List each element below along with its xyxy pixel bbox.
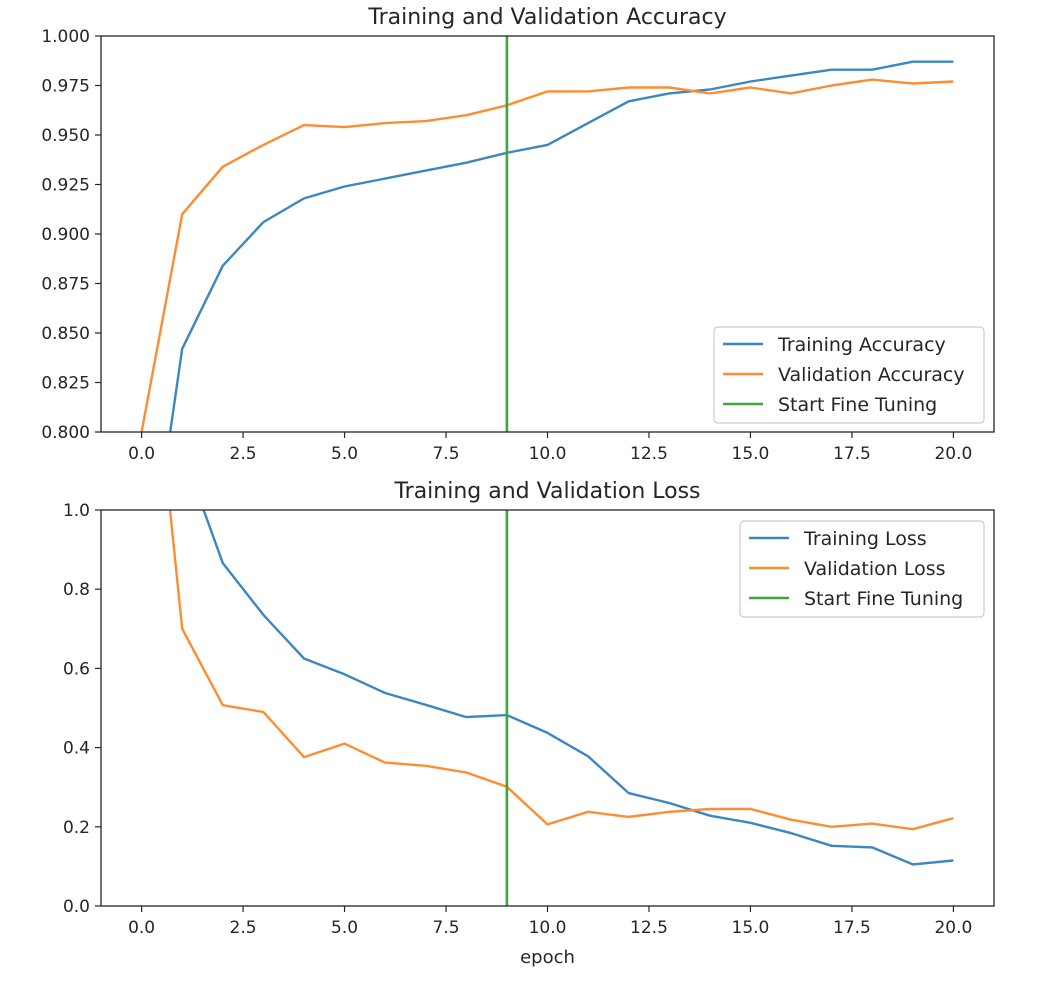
legend-entry-label: Start Fine Tuning bbox=[804, 588, 963, 610]
plot-area bbox=[168, 510, 954, 906]
x-tick-label: 2.5 bbox=[230, 918, 257, 938]
y-tick-label: 0.4 bbox=[63, 739, 90, 759]
x-axis-label: epoch bbox=[520, 947, 575, 968]
x-tick-label: 7.5 bbox=[432, 918, 459, 938]
x-tick-label: 17.5 bbox=[833, 444, 871, 464]
x-tick-label: 17.5 bbox=[833, 918, 871, 938]
x-tick-label: 10.0 bbox=[529, 918, 567, 938]
x-tick-label: 12.5 bbox=[630, 444, 668, 464]
legend-box bbox=[713, 326, 985, 424]
legend-entry-label: Training Loss bbox=[803, 528, 927, 550]
y-tick-label: 0.8 bbox=[63, 580, 90, 600]
x-tick-label: 20.0 bbox=[934, 918, 972, 938]
y-tick-label: 0.925 bbox=[41, 176, 90, 196]
y-tick-label: 0.875 bbox=[41, 275, 90, 295]
chart-title: Training and Validation Loss bbox=[393, 479, 700, 504]
x-tick-label: 7.5 bbox=[432, 444, 459, 464]
x-tick-label: 15.0 bbox=[732, 444, 770, 464]
y-tick-label: 0.975 bbox=[41, 77, 90, 97]
legend-entry-label: Validation Accuracy bbox=[778, 364, 965, 386]
legend-entry-label: Validation Loss bbox=[804, 558, 946, 580]
training-accuracy-line bbox=[168, 60, 954, 432]
y-tick-label: 0.950 bbox=[41, 126, 90, 146]
legend: Training Accuracy Validation Accuracy Star… bbox=[713, 326, 985, 424]
training-loss-line bbox=[202, 510, 954, 866]
accuracy-chart: Training and Validation Accuracy 0.0 2.5 5.… bbox=[41, 5, 995, 464]
x-tick-label: 12.5 bbox=[630, 918, 668, 938]
x-tick-label: 15.0 bbox=[732, 918, 770, 938]
y-tick-label: 0.825 bbox=[41, 374, 90, 394]
plot-area bbox=[140, 36, 954, 432]
legend-entry-label: Training Accuracy bbox=[777, 334, 946, 356]
y-tick-label: 0.6 bbox=[63, 659, 90, 679]
x-tick-label: 5.0 bbox=[331, 444, 358, 464]
y-tick-label: 0.850 bbox=[41, 324, 90, 344]
x-tick-label: 20.0 bbox=[934, 444, 972, 464]
chart-title: Training and Validation Accuracy bbox=[367, 5, 726, 30]
x-tick-label: 5.0 bbox=[331, 918, 358, 938]
loss-chart: Training and Validation Loss 0.0 2.5 5.0 7.5… bbox=[63, 479, 995, 968]
y-tick-label: 1.000 bbox=[41, 27, 90, 47]
y-tick-label: 0.2 bbox=[63, 818, 90, 838]
legend-box bbox=[739, 520, 985, 618]
x-tick-label: 10.0 bbox=[529, 444, 567, 464]
x-tick-label: 0.0 bbox=[128, 444, 155, 464]
validation-accuracy-line bbox=[140, 78, 954, 432]
legend-entry-label: Start Fine Tuning bbox=[778, 394, 937, 416]
x-tick-label: 2.5 bbox=[230, 444, 257, 464]
y-tick-label: 1.0 bbox=[63, 501, 90, 521]
validation-loss-line bbox=[168, 510, 954, 831]
x-tick-label: 0.0 bbox=[128, 918, 155, 938]
y-tick-label: 0.800 bbox=[41, 423, 90, 443]
y-tick-label: 0.0 bbox=[63, 897, 90, 917]
y-tick-label: 0.900 bbox=[41, 225, 90, 245]
legend: Training Loss Validation Loss Start Fine T… bbox=[739, 520, 985, 618]
